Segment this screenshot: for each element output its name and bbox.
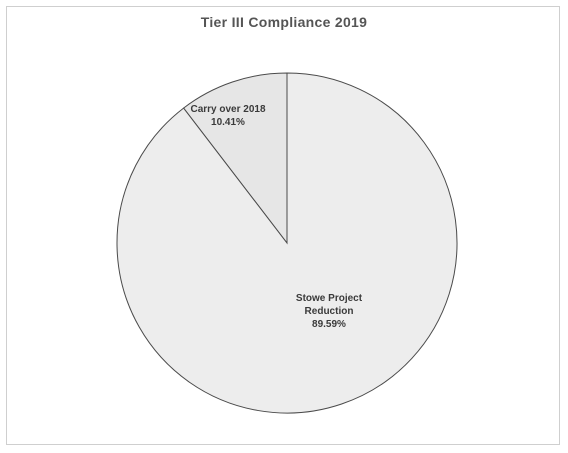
pie-labels: Carry over 2018 10.41% Stowe Project Reduct… (190, 104, 362, 330)
data-label-stowe-project-reduction: Stowe Project Reduction 89.59% (296, 293, 363, 330)
chart-title: Tier III Compliance 2019 (200, 14, 368, 30)
pie-slice-carry-over-2018 (182, 72, 288, 245)
pie-slices (116, 72, 458, 414)
pie-slice-stowe-project-reduction (116, 72, 458, 414)
data-label-carry-over-2018: Carry over 2018 10.41% (190, 104, 265, 128)
